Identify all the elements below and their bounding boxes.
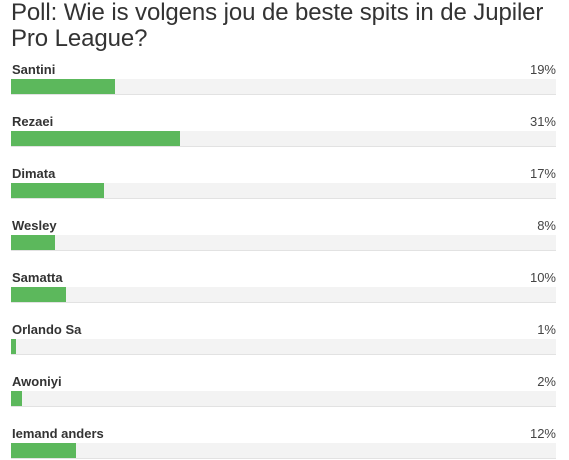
option-label: Awoniyi <box>12 374 62 389</box>
poll-option: Rezaei 31% <box>11 114 556 148</box>
result-bar-fill <box>11 339 17 354</box>
option-percentage: 2% <box>537 374 556 389</box>
poll-option: Iemand anders 12% <box>11 426 556 460</box>
option-label: Samatta <box>12 270 63 285</box>
result-bar-fill <box>11 131 180 146</box>
option-percentage: 10% <box>529 270 556 285</box>
result-bar-track <box>11 131 556 147</box>
result-bar-fill <box>11 79 115 94</box>
result-bar-track <box>11 339 556 355</box>
result-bar-track <box>11 391 556 407</box>
option-percentage: 31% <box>529 114 556 129</box>
option-label: Santini <box>12 62 56 77</box>
option-label: Rezaei <box>12 114 54 129</box>
result-bar-fill <box>11 235 55 250</box>
option-label: Dimata <box>12 166 56 181</box>
option-percentage: 12% <box>529 426 556 441</box>
result-bar-track <box>11 79 556 95</box>
option-label: Iemand anders <box>12 426 104 441</box>
poll-option: Samatta 10% <box>11 270 556 304</box>
poll-option: Wesley 8% <box>11 218 556 252</box>
poll-option: Dimata 17% <box>11 166 556 200</box>
result-bar-track <box>11 183 556 199</box>
option-percentage: 8% <box>537 218 556 233</box>
poll-option: Orlando Sa 1% <box>11 322 556 356</box>
result-bar-fill <box>11 443 77 458</box>
result-bar-fill <box>11 391 22 406</box>
option-percentage: 19% <box>529 62 556 77</box>
option-percentage: 1% <box>537 322 556 337</box>
poll-option: Awoniyi 2% <box>11 374 556 408</box>
result-bar-track <box>11 235 556 251</box>
result-bar-track <box>11 287 556 303</box>
result-bar-fill <box>11 287 66 302</box>
poll-title: Poll: Wie is volgens jou de beste spits … <box>11 0 544 52</box>
poll-option: Santini 19% <box>11 62 556 96</box>
option-label: Wesley <box>12 218 57 233</box>
option-label: Orlando Sa <box>12 322 82 337</box>
result-bar-fill <box>11 183 104 198</box>
option-percentage: 17% <box>529 166 556 181</box>
